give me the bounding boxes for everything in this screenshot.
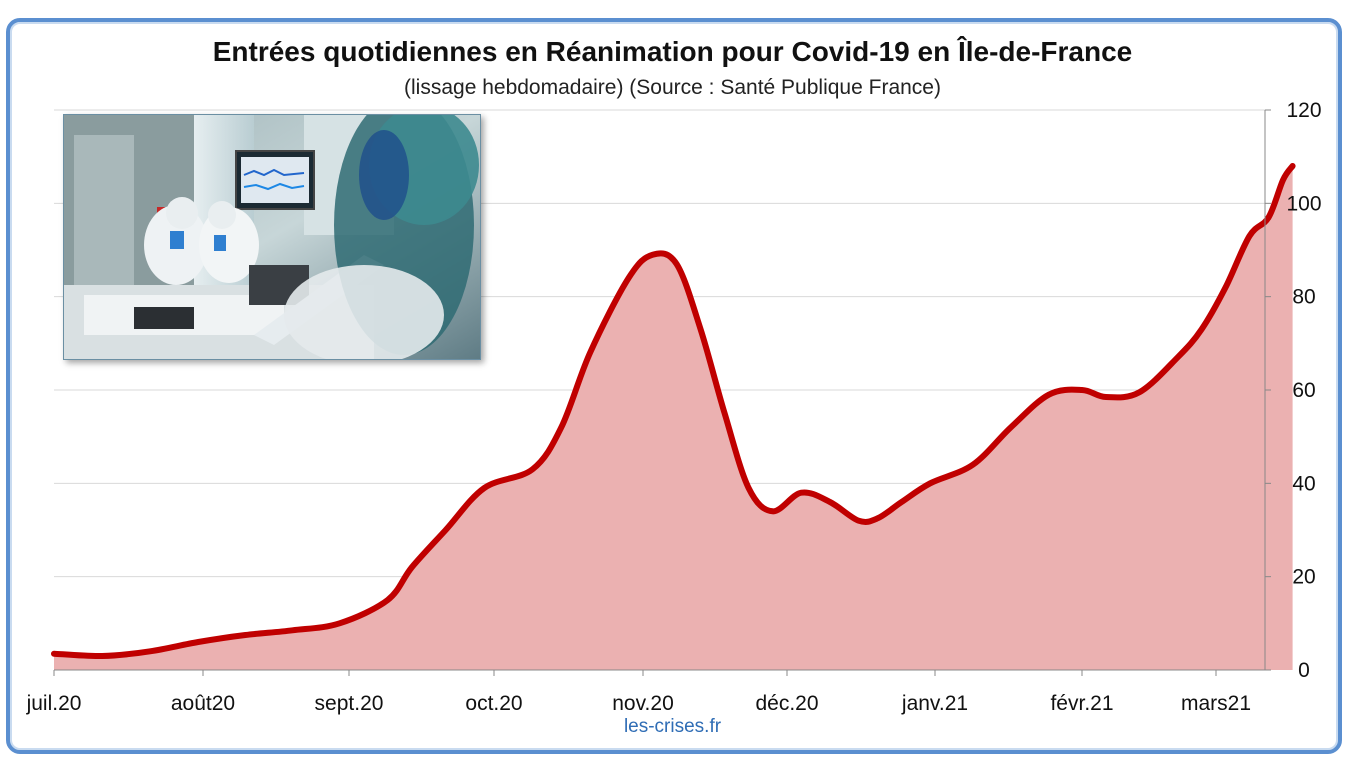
x-tick-label: août20	[171, 692, 235, 715]
x-tick-label: janv.21	[901, 692, 968, 715]
y-tick-label: 120	[1286, 99, 1321, 122]
y-tick-label: 0	[1298, 659, 1310, 682]
axis-layer	[53, 109, 1271, 676]
area-layer	[51, 163, 1296, 670]
x-tick-label: févr.21	[1050, 692, 1113, 715]
x-tick-label: oct.20	[465, 692, 522, 715]
x-tick-label: déc.20	[755, 692, 818, 715]
y-tick-label: 100	[1286, 192, 1321, 215]
chart-subtitle: (lissage hebdomadaire) (Source : Santé P…	[404, 76, 941, 99]
y-tick-label: 60	[1292, 379, 1315, 402]
x-tick-label: nov.20	[612, 692, 674, 715]
x-tick-label: mars21	[1181, 692, 1251, 715]
y-tick-label: 40	[1292, 472, 1315, 495]
chart-title: Entrées quotidiennes en Réanimation pour…	[212, 36, 1133, 67]
series-area	[54, 166, 1293, 670]
x-tick-label: sept.20	[315, 692, 384, 715]
watermark: les-crises.fr	[623, 716, 722, 737]
x-tick-label: juil.20	[26, 692, 82, 715]
y-tick-label: 20	[1292, 566, 1315, 589]
icu-photo	[63, 114, 481, 360]
series-line	[51, 163, 1296, 660]
label-layer: 0 20 40 60 80 100 120 juil.20 août20 sept.20 oct.2…	[26, 99, 1322, 715]
y-tick-label: 80	[1292, 286, 1315, 309]
